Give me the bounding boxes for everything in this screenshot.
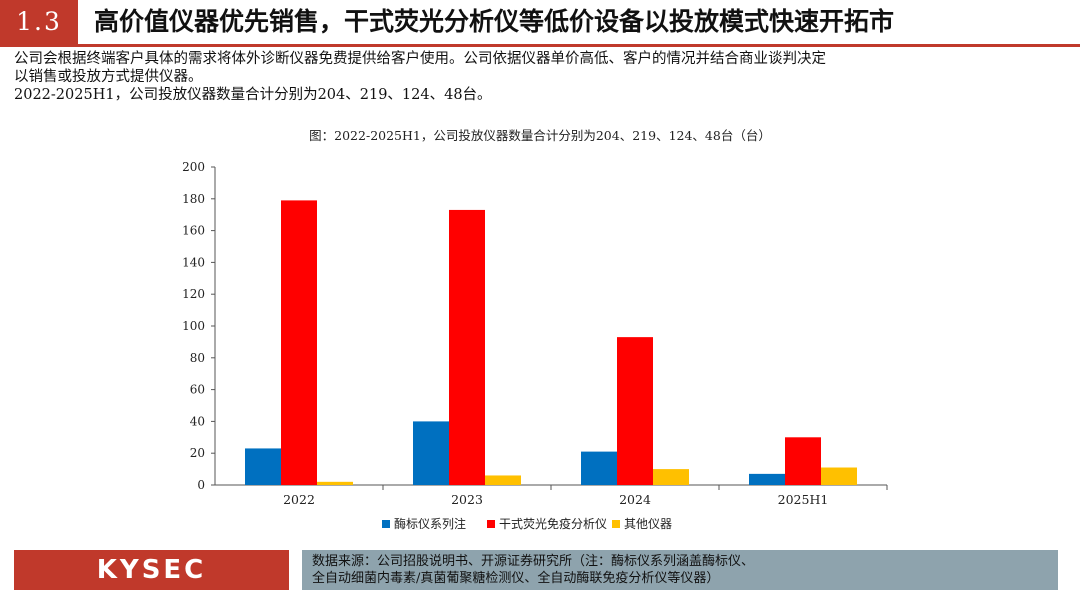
bar xyxy=(245,448,281,485)
source-line-2: 全自动细菌内毒素/真菌葡聚糖检测仪、全自动酶联免疫分析仪等仪器） xyxy=(312,571,720,586)
x-tick-label: 2023 xyxy=(451,492,483,507)
bar xyxy=(785,437,821,485)
intro-text: 公司会根据终端客户具体的需求将体外诊断仪器免费提供给客户使用。公司依据仪器单价高… xyxy=(14,50,1074,104)
footer-logo-bar: KYSEC xyxy=(14,550,289,590)
y-tick-label: 20 xyxy=(190,446,205,460)
intro-line-3: 2022-2025H1，公司投放仪器数量合计分别为204、219、124、48台… xyxy=(14,87,492,103)
bar xyxy=(749,473,785,485)
bar xyxy=(581,451,617,485)
intro-line-1: 公司会根据终端客户具体的需求将体外诊断仪器免费提供给客户使用。公司依据仪器单价高… xyxy=(14,51,826,67)
x-tick-label: 2024 xyxy=(619,492,651,507)
bar xyxy=(653,469,689,485)
y-tick-label: 180 xyxy=(182,192,205,206)
y-tick-label: 80 xyxy=(190,351,205,365)
legend-swatch xyxy=(612,520,620,528)
section-number: 1.3 xyxy=(0,0,78,44)
legend-label: 其他仪器 xyxy=(624,517,672,531)
bar xyxy=(281,200,317,485)
x-tick-label: 2025H1 xyxy=(778,492,829,507)
kysec-logo: KYSEC xyxy=(96,555,207,585)
legend-label: 酶标仪系列注 xyxy=(394,516,466,531)
bar xyxy=(449,209,485,485)
y-tick-label: 100 xyxy=(182,319,205,333)
source-line-1: 数据来源：公司招股说明书、开源证券研究所（注：酶标仪系列涵盖酶标仪、 xyxy=(312,554,755,569)
source-note: 数据来源：公司招股说明书、开源证券研究所（注：酶标仪系列涵盖酶标仪、 全自动细菌… xyxy=(302,550,1058,590)
bar xyxy=(617,337,653,485)
legend-swatch xyxy=(487,520,495,528)
y-tick-label: 200 xyxy=(182,160,205,174)
page-title: 高价值仪器优先销售，干式荧光分析仪等低价设备以投放模式快速开拓市 xyxy=(94,7,895,36)
y-tick-label: 140 xyxy=(182,255,205,269)
bar xyxy=(317,481,353,485)
bar xyxy=(485,475,521,485)
header-divider xyxy=(0,44,1080,47)
bar xyxy=(821,467,857,485)
x-tick-label: 2022 xyxy=(283,492,315,507)
bar xyxy=(413,421,449,485)
chart-title: 图：2022-2025H1，公司投放仪器数量合计分别为204、219、124、4… xyxy=(309,128,771,143)
legend-label: 干式荧光免疫分析仪 xyxy=(499,516,607,531)
y-tick-label: 40 xyxy=(190,414,205,428)
y-tick-label: 0 xyxy=(197,478,205,492)
intro-line-2: 以销售或投放方式提供仪器。 xyxy=(14,69,203,85)
header: 1.3 高价值仪器优先销售，干式荧光分析仪等低价设备以投放模式快速开拓市 xyxy=(0,0,1080,44)
bar-chart: 0 20 40 60 80 100 120 140 160 180 200 2022 2023 2024 2… xyxy=(182,160,888,531)
y-tick-label: 60 xyxy=(190,383,205,397)
legend-swatch xyxy=(382,520,390,528)
y-tick-label: 160 xyxy=(182,224,205,238)
y-tick-label: 120 xyxy=(182,287,205,301)
